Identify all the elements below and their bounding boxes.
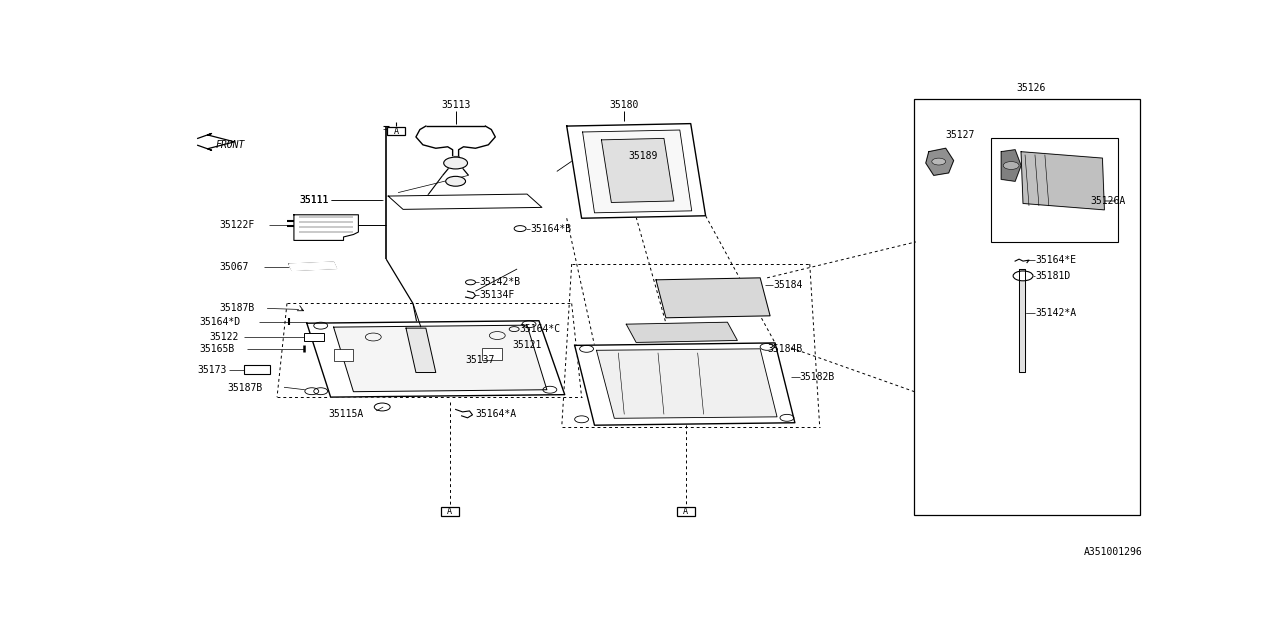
Circle shape xyxy=(1014,271,1033,281)
Polygon shape xyxy=(307,321,564,397)
Polygon shape xyxy=(388,194,541,209)
Text: 35121: 35121 xyxy=(512,340,541,350)
Text: A: A xyxy=(684,507,689,516)
Text: 35134F: 35134F xyxy=(480,290,515,300)
Bar xyxy=(677,507,695,516)
Text: 35189: 35189 xyxy=(628,150,658,161)
Text: 35126: 35126 xyxy=(1016,83,1046,93)
Circle shape xyxy=(1004,161,1019,170)
Text: 35164*D: 35164*D xyxy=(200,317,241,327)
Text: 35111: 35111 xyxy=(300,195,329,205)
Circle shape xyxy=(444,157,467,169)
Bar xyxy=(440,507,458,516)
Polygon shape xyxy=(289,262,337,271)
Text: 35184B: 35184B xyxy=(767,344,803,354)
Text: FRONT: FRONT xyxy=(215,140,244,150)
Polygon shape xyxy=(1001,150,1021,181)
Polygon shape xyxy=(1021,152,1105,210)
Bar xyxy=(244,365,270,374)
Text: 35137: 35137 xyxy=(466,355,495,365)
Text: 35187B: 35187B xyxy=(220,303,255,314)
Text: 35122: 35122 xyxy=(210,332,239,342)
Text: 35113: 35113 xyxy=(440,100,470,110)
Text: 35187B: 35187B xyxy=(228,383,262,393)
Circle shape xyxy=(305,388,319,395)
Circle shape xyxy=(932,158,946,165)
Text: 35165B: 35165B xyxy=(200,344,236,354)
Text: 35122F: 35122F xyxy=(220,220,255,230)
Circle shape xyxy=(445,177,466,186)
Text: 35067: 35067 xyxy=(220,262,248,271)
Bar xyxy=(334,349,353,361)
Text: 35111: 35111 xyxy=(300,195,329,205)
Text: 35180: 35180 xyxy=(609,100,639,110)
Text: A: A xyxy=(393,127,398,136)
Bar xyxy=(914,99,1140,515)
Bar xyxy=(303,333,324,341)
Text: 35164*A: 35164*A xyxy=(475,410,517,419)
Text: 35164*C: 35164*C xyxy=(520,324,561,334)
Polygon shape xyxy=(294,215,358,241)
Text: 35142*A: 35142*A xyxy=(1036,308,1076,318)
Bar xyxy=(991,138,1119,242)
Polygon shape xyxy=(626,322,737,342)
Bar xyxy=(483,348,502,360)
Bar xyxy=(387,127,404,136)
Text: A: A xyxy=(447,507,452,516)
Polygon shape xyxy=(1019,269,1025,372)
Polygon shape xyxy=(582,130,691,213)
Polygon shape xyxy=(567,124,705,218)
Polygon shape xyxy=(334,325,547,392)
Polygon shape xyxy=(197,134,234,150)
Circle shape xyxy=(515,226,526,232)
Text: 35142*B: 35142*B xyxy=(480,277,521,287)
Text: 35115A: 35115A xyxy=(329,410,364,419)
Text: 35184: 35184 xyxy=(773,280,803,290)
Text: 35181D: 35181D xyxy=(1036,271,1070,281)
Polygon shape xyxy=(596,349,777,419)
Text: 35173: 35173 xyxy=(197,365,227,375)
Polygon shape xyxy=(575,343,795,425)
Text: 35127: 35127 xyxy=(946,130,975,140)
Polygon shape xyxy=(657,278,771,318)
Text: A351001296: A351001296 xyxy=(1083,547,1142,557)
Text: 35126A: 35126A xyxy=(1091,196,1125,206)
Text: 35164*B: 35164*B xyxy=(530,223,571,234)
Polygon shape xyxy=(602,138,673,202)
Text: 35164*E: 35164*E xyxy=(1036,255,1076,265)
Text: 35182B: 35182B xyxy=(800,372,835,383)
Polygon shape xyxy=(925,148,954,175)
Polygon shape xyxy=(406,328,435,372)
